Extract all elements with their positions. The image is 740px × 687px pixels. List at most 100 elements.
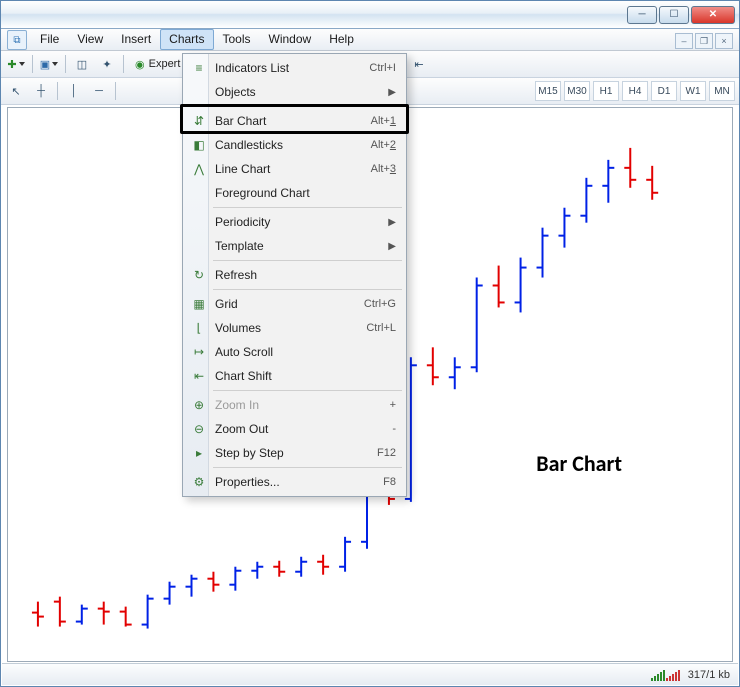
menuitem-candlesticks[interactable]: ◧ Candlesticks Alt+2 <box>185 133 404 157</box>
indicators-list-icon: ≡ <box>190 59 208 77</box>
timeframe-mn[interactable]: MN <box>709 81 735 101</box>
mdi-close-button[interactable]: × <box>715 33 733 49</box>
menuitem-shortcut: + <box>390 399 396 411</box>
profiles-icon[interactable]: ▣ <box>38 53 60 75</box>
market-watch-icon[interactable]: ◫ <box>71 53 93 75</box>
navigator-icon[interactable]: ✦ <box>96 53 118 75</box>
expert-advisors-icon: ◉ <box>135 58 145 71</box>
menuitem-shortcut: F12 <box>377 447 396 459</box>
chart-annotation: Bar Chart <box>536 450 622 477</box>
menuitem-label: Chart Shift <box>215 369 272 383</box>
menuitem-indicators-list[interactable]: ≡ Indicators List Ctrl+I <box>185 56 404 80</box>
bar-chart-icon: ⇵ <box>190 112 208 130</box>
menuitem-shortcut: Alt+1 <box>371 115 396 127</box>
menu-tools[interactable]: Tools <box>214 29 260 50</box>
menuitem-chart-shift[interactable]: ⇤ Chart Shift <box>185 364 404 388</box>
menu-charts[interactable]: Charts <box>160 29 213 50</box>
menu-help[interactable]: Help <box>320 29 363 50</box>
new-chart-icon[interactable]: ✚ <box>5 53 27 75</box>
zoom-out-icon: ⊖ <box>190 420 208 438</box>
window-close-button[interactable]: ✕ <box>691 6 735 24</box>
menuitem-step-by-step[interactable]: ▸ Step by Step F12 <box>185 441 404 465</box>
menu-window[interactable]: Window <box>260 29 321 50</box>
chart-shift-icon: ⇤ <box>190 367 208 385</box>
properties-icon: ⚙ <box>190 473 208 491</box>
menuitem-volumes[interactable]: ⌊ Volumes Ctrl+L <box>185 316 404 340</box>
charts-menu-dropdown: ≡Indicators ListCtrl+IObjects▶⇵Bar Chart… <box>182 53 407 497</box>
app-icon: ⧉ <box>7 30 27 50</box>
menuitem-shortcut: Alt+3 <box>371 163 396 175</box>
cursor-icon[interactable]: ↖ <box>5 80 27 102</box>
vline-icon[interactable]: │ <box>63 80 85 102</box>
menuitem-label: Objects <box>215 85 256 99</box>
candlesticks-icon: ◧ <box>190 136 208 154</box>
crosshair-icon[interactable]: ┼ <box>30 80 52 102</box>
connection-icon <box>651 669 680 681</box>
menuitem-label: Periodicity <box>215 215 270 229</box>
statusbar: 317/1 kb <box>2 663 738 685</box>
menuitem-refresh[interactable]: ↻Refresh <box>185 263 404 287</box>
timeframe-h4[interactable]: H4 <box>622 81 648 101</box>
menuitem-label: Foreground Chart <box>215 186 310 200</box>
zoom-in-icon: ⊕ <box>190 396 208 414</box>
window-minimize-button[interactable]: ─ <box>627 6 657 24</box>
app-window: ─ ☐ ✕ ⧉ File View Insert Charts Tools Wi… <box>0 0 740 687</box>
menuitem-shortcut: Ctrl+L <box>366 322 396 334</box>
menuitem-label: Grid <box>215 297 238 311</box>
menuitem-label: Line Chart <box>215 162 270 176</box>
menuitem-label: Auto Scroll <box>215 345 273 359</box>
timeframe-w1[interactable]: W1 <box>680 81 706 101</box>
foreground-chart-icon <box>190 184 208 202</box>
mdi-restore-button[interactable]: ❐ <box>695 33 713 49</box>
hline-icon[interactable]: ─ <box>88 80 110 102</box>
menuitem-label: Candlesticks <box>215 138 283 152</box>
line-chart-icon: ⋀ <box>190 160 208 178</box>
menuitem-label: Properties... <box>215 475 280 489</box>
window-maximize-button[interactable]: ☐ <box>659 6 689 24</box>
template-icon <box>190 237 208 255</box>
menuitem-shortcut: Ctrl+I <box>369 62 396 74</box>
menuitem-label: Refresh <box>215 268 257 282</box>
menuitem-auto-scroll[interactable]: ↦ Auto Scroll <box>185 340 404 364</box>
menu-view[interactable]: View <box>68 29 112 50</box>
timeframe-h1[interactable]: H1 <box>593 81 619 101</box>
periodicity-icon <box>190 213 208 231</box>
timeframe-m15[interactable]: M15 <box>535 81 561 101</box>
menuitem-foreground-chart[interactable]: Foreground Chart <box>185 181 404 205</box>
grid-icon: ▦ <box>190 295 208 313</box>
menuitem-label: Indicators List <box>215 61 289 75</box>
menu-file[interactable]: File <box>31 29 68 50</box>
submenu-arrow-icon: ▶ <box>388 217 396 228</box>
menubar: ⧉ File View Insert Charts Tools Window H… <box>1 29 739 51</box>
timeframe-d1[interactable]: D1 <box>651 81 677 101</box>
menu-insert[interactable]: Insert <box>112 29 160 50</box>
menuitem-objects[interactable]: Objects▶ <box>185 80 404 104</box>
menuitem-label: Volumes <box>215 321 261 335</box>
menuitem-template[interactable]: Template▶ <box>185 234 404 258</box>
mdi-minimize-button[interactable]: – <box>675 33 693 49</box>
menuitem-label: Zoom In <box>215 398 259 412</box>
step-by-step-icon: ▸ <box>190 444 208 462</box>
auto-scroll-icon: ↦ <box>190 343 208 361</box>
menuitem-shortcut: Ctrl+G <box>364 298 396 310</box>
menuitem-shortcut: - <box>392 423 396 435</box>
status-net: 317/1 kb <box>688 669 730 681</box>
menuitem-label: Step by Step <box>215 446 284 460</box>
mdi-controls: – ❐ × <box>675 33 733 49</box>
menuitem-shortcut: Alt+2 <box>371 139 396 151</box>
volumes-icon: ⌊ <box>190 319 208 337</box>
chartshift-icon[interactable]: ⇤ <box>408 53 430 75</box>
menuitem-zoom-out[interactable]: ⊖ Zoom Out - <box>185 417 404 441</box>
objects-icon <box>190 83 208 101</box>
menuitem-properties[interactable]: ⚙ Properties... F8 <box>185 470 404 494</box>
menuitem-label: Zoom Out <box>215 422 268 436</box>
submenu-arrow-icon: ▶ <box>388 241 396 252</box>
menuitem-label: Bar Chart <box>215 114 266 128</box>
titlebar: ─ ☐ ✕ <box>1 1 739 29</box>
menuitem-bar-chart[interactable]: ⇵ Bar Chart Alt+1 <box>185 109 404 133</box>
timeframe-m30[interactable]: M30 <box>564 81 590 101</box>
menuitem-shortcut: F8 <box>383 476 396 488</box>
menuitem-line-chart[interactable]: ⋀ Line Chart Alt+3 <box>185 157 404 181</box>
menuitem-grid[interactable]: ▦ Grid Ctrl+G <box>185 292 404 316</box>
menuitem-periodicity[interactable]: Periodicity ▶ <box>185 210 404 234</box>
